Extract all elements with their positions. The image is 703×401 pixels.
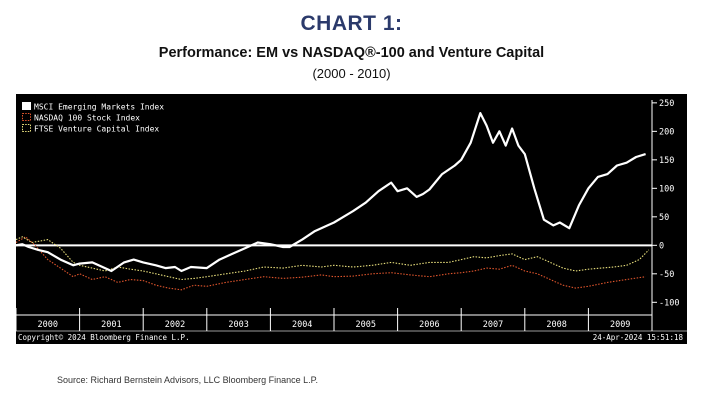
x-tick-label: 2000 <box>38 320 58 330</box>
source-note: Source: Richard Bernstein Advisors, LLC … <box>57 375 318 385</box>
chart-background <box>16 94 687 344</box>
y-tick-label: 0 <box>659 241 664 251</box>
x-tick-label: 2001 <box>101 320 121 330</box>
x-tick-label: 2009 <box>610 320 630 330</box>
series-line-msci-emerging-markets-index <box>16 112 646 273</box>
x-tick-label: 2002 <box>165 320 185 330</box>
y-tick-label: 150 <box>659 156 674 166</box>
y-tick-label: 50 <box>659 213 669 223</box>
legend-label: FTSE Venture Capital Index <box>34 125 159 134</box>
copyright-text: Copyright© 2024 Bloomberg Finance L.P. <box>18 333 190 342</box>
x-tick-label: 2008 <box>546 320 566 330</box>
legend: MSCI Emerging Markets Index NASDAQ 100 St… <box>22 102 164 134</box>
y-tick-label: 200 <box>659 127 674 137</box>
y-tick-label: -50 <box>659 270 674 280</box>
chart-subtitle: (2000 - 2010) <box>312 66 391 81</box>
x-tick-label: 2005 <box>356 320 376 330</box>
x-tick-label: 2006 <box>419 320 439 330</box>
x-tick-label: 2004 <box>292 320 312 330</box>
chart-heading: CHART 1: <box>300 12 403 35</box>
y-tick-label: 250 <box>659 99 674 109</box>
timestamp-text: 24-Apr-2024 15:51:18 <box>593 333 684 342</box>
legend-label: NASDAQ 100 Stock Index <box>34 114 140 123</box>
x-tick-label: 2003 <box>228 320 248 330</box>
y-tick-label: -100 <box>659 298 679 308</box>
legend-label: MSCI Emerging Markets Index <box>34 103 164 112</box>
chart-plot: 250 200 150 100 50 0 -50 -100 2000 2001 2002 2003 2… <box>16 94 687 344</box>
series-line-nasdaq-100-stock-index <box>16 236 646 291</box>
x-tick-label: 2007 <box>483 320 503 330</box>
legend-swatch <box>22 102 31 110</box>
series-line-ftse-venture-capital-index <box>16 236 650 281</box>
y-tick-label: 100 <box>659 184 674 194</box>
chart-title: Performance: EM vs NASDAQ®-100 and Ventu… <box>158 45 545 61</box>
legend-swatch <box>22 124 31 132</box>
legend-swatch <box>22 113 31 121</box>
